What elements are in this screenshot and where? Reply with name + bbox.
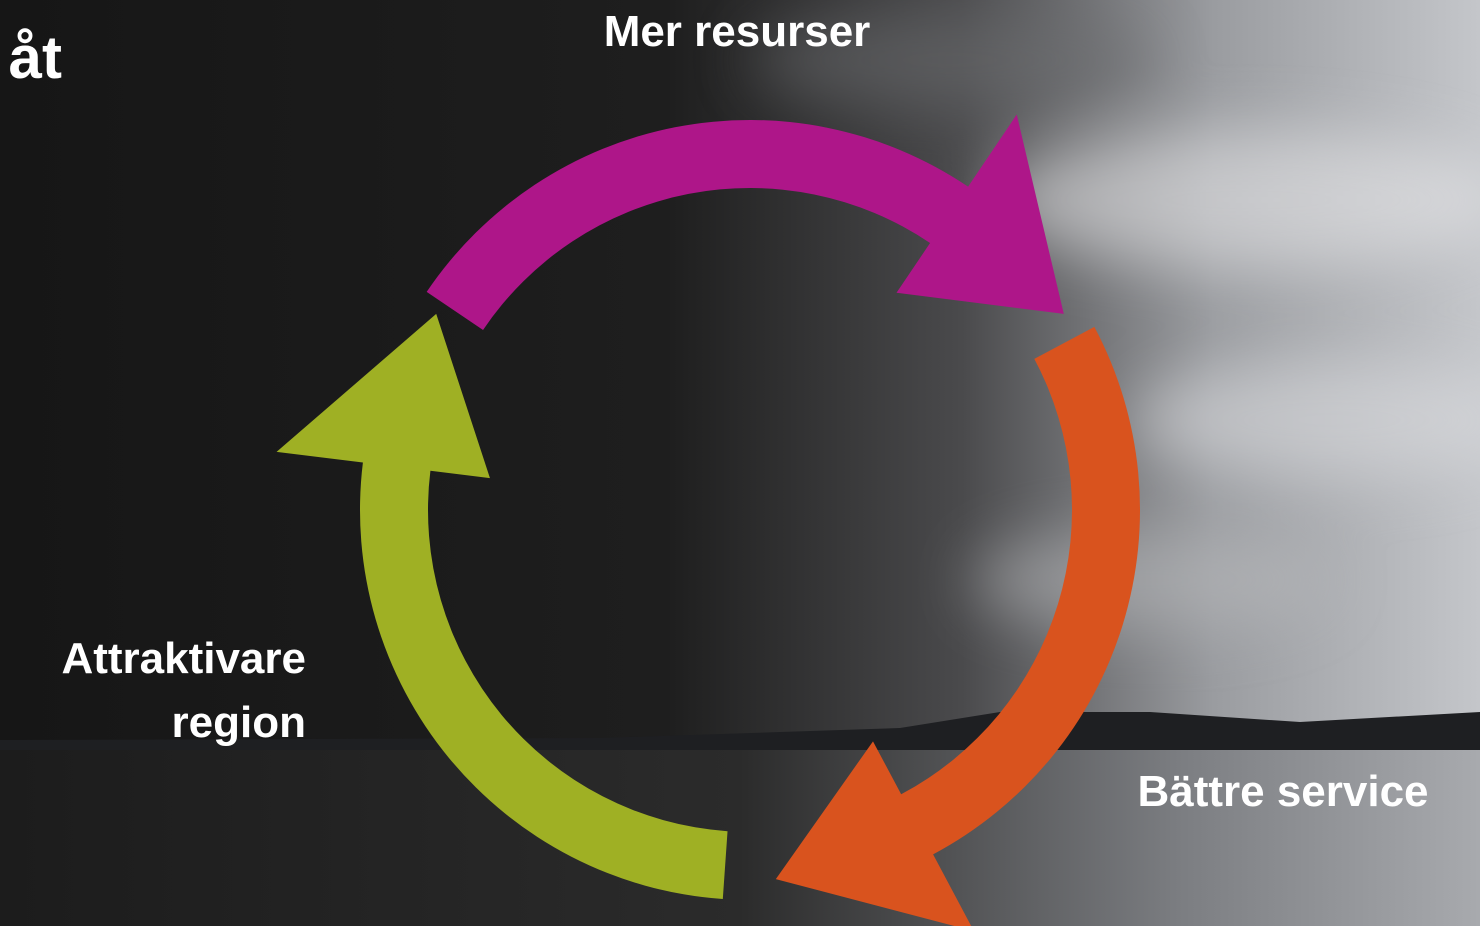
step-label: Mer resurser [604,7,871,56]
title: åt [9,24,62,91]
step-label: Attraktivare [61,634,306,683]
step-label: Bättre service [1137,767,1428,816]
slide: åt Mer resurser Bättre service Attraktiv… [0,0,1480,926]
step-label: region [172,698,306,747]
